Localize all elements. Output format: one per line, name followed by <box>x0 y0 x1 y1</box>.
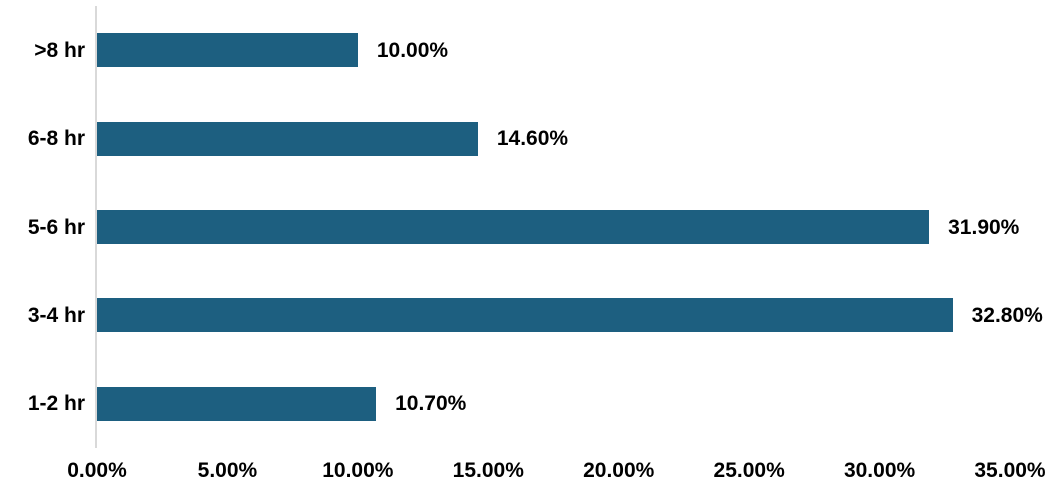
x-axis: 0.00% 5.00% 10.00% 15.00% 20.00% 25.00% … <box>67 458 1045 488</box>
x-axis-tick: 25.00% <box>713 459 785 482</box>
bar <box>97 386 377 421</box>
bar-row: 6-8 hr 14.60% <box>28 94 1010 182</box>
value-label: 10.70% <box>395 392 467 416</box>
bar-row: 3-4 hr 32.80% <box>28 271 1043 359</box>
category-label: >8 hr <box>34 38 85 62</box>
value-label: 32.80% <box>971 303 1043 327</box>
bar-row: >8 hr 10.00% <box>34 6 1010 94</box>
value-label: 10.00% <box>376 38 449 62</box>
bar <box>97 121 478 156</box>
x-axis-tick: 35.00% <box>974 459 1046 482</box>
category-label: 1-2 hr <box>27 392 85 416</box>
category-label: 6-8 hr <box>27 127 85 151</box>
bar-row: 5-6 hr 31.90% <box>28 183 1019 271</box>
x-axis-tick: 20.00% <box>583 459 655 482</box>
bar <box>97 298 953 333</box>
category-label: 3-4 hr <box>27 303 85 327</box>
bar-rows: >8 hr 10.00% 6-8 hr 14.60% 5-6 hr 31.90%… <box>28 6 1043 448</box>
plot-area: >8 hr 10.00% 6-8 hr 14.60% 5-6 hr 31.90%… <box>28 6 1043 448</box>
bar <box>97 33 358 68</box>
x-axis-tick: 5.00% <box>197 459 258 482</box>
bar-row: 1-2 hr 10.70% <box>28 360 1010 448</box>
category-label: 5-6 hr <box>27 215 85 239</box>
y-axis-line <box>95 6 97 448</box>
value-label: 31.90% <box>948 215 1020 239</box>
x-axis-tick: 30.00% <box>843 459 916 482</box>
x-axis-tick: 10.00% <box>322 459 394 482</box>
value-label: 14.60% <box>496 127 569 151</box>
bar <box>97 210 930 245</box>
x-axis-tick: 0.00% <box>67 459 127 482</box>
x-axis-tick: 15.00% <box>452 459 524 482</box>
